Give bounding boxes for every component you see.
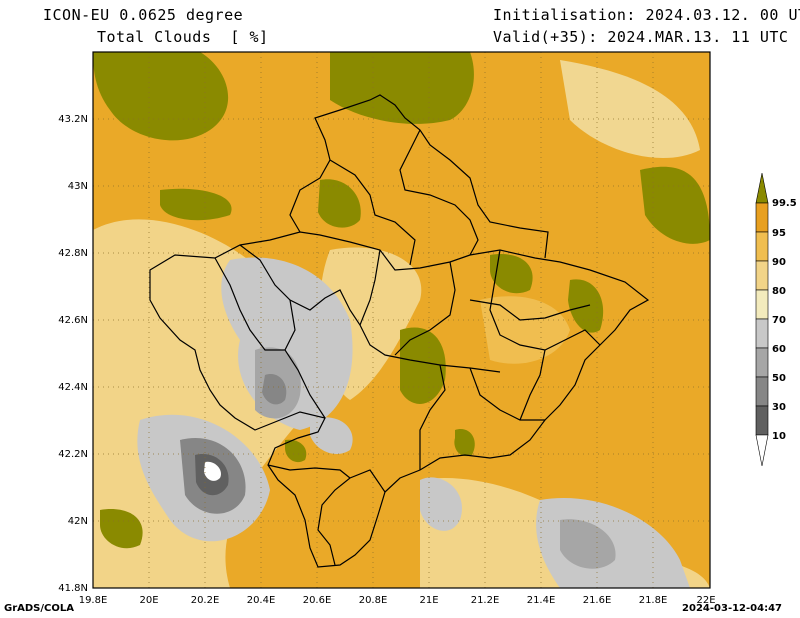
colorbar-label: 95 xyxy=(772,228,786,239)
lat-tick: 42.2N xyxy=(58,449,88,460)
colorbar-swatch xyxy=(755,231,769,262)
colorbar-label: 80 xyxy=(772,286,786,297)
model-title: ICON-EU 0.0625 degree xyxy=(43,6,244,24)
render-timestamp: 2024-03-12-04:47 xyxy=(682,603,782,614)
colorbar-label: 90 xyxy=(772,257,786,268)
lon-tick: 20.6E xyxy=(303,595,332,606)
lat-tick: 42N xyxy=(68,516,88,527)
colorbar-label: 10 xyxy=(772,431,786,442)
lon-tick: 22E xyxy=(696,595,715,606)
admin-borders xyxy=(149,94,650,568)
colorbar-label: 30 xyxy=(772,402,786,413)
map-frame xyxy=(92,51,711,589)
colorbar-labels: 99.5 95 90 80 70 60 50 30 10 xyxy=(772,198,797,442)
credit-label: GrADS/COLA xyxy=(4,603,74,614)
lon-tick: 19.8E xyxy=(79,595,108,606)
variable-title: Total Clouds [ %] xyxy=(97,28,269,46)
lat-tick: 42.6N xyxy=(58,315,88,326)
lat-tick: 42.8N xyxy=(58,248,88,259)
colorbar-label: 99.5 xyxy=(772,198,797,209)
colorbar-top-arrow xyxy=(755,172,769,204)
colorbar-swatch xyxy=(755,318,769,349)
lon-tick: 21.8E xyxy=(639,595,668,606)
lat-axis: 41.8N 42N 42.2N 42.4N 42.6N 42.8N 43N 43… xyxy=(58,114,88,594)
lon-tick: 21E xyxy=(419,595,438,606)
colorbar-swatch xyxy=(755,289,769,320)
lon-tick: 20.8E xyxy=(359,595,388,606)
colorbar xyxy=(755,172,769,467)
colorbar-swatch xyxy=(755,405,769,436)
lat-tick: 42.4N xyxy=(58,382,88,393)
init-time: Initialisation: 2024.03.12. 00 UTC xyxy=(493,6,800,24)
colorbar-swatch xyxy=(755,260,769,291)
lon-tick: 20.2E xyxy=(191,595,220,606)
lon-tick: 21.2E xyxy=(471,595,500,606)
lon-tick: 20E xyxy=(139,595,158,606)
lon-tick: 21.4E xyxy=(527,595,556,606)
cloud-field xyxy=(93,52,710,588)
colorbar-label: 70 xyxy=(772,315,786,326)
colorbar-swatch xyxy=(755,347,769,378)
colorbar-swatch xyxy=(755,376,769,407)
colorbar-swatch xyxy=(755,202,769,233)
lat-tick: 43N xyxy=(68,181,88,192)
valid-time: Valid(+35): 2024.MAR.13. 11 UTC xyxy=(493,28,789,46)
colorbar-bottom-arrow xyxy=(755,434,769,467)
colorbar-label: 60 xyxy=(772,344,786,355)
lat-tick: 41.8N xyxy=(58,583,88,594)
lon-tick: 20.4E xyxy=(247,595,276,606)
colorbar-label: 50 xyxy=(772,373,786,384)
lon-tick: 21.6E xyxy=(583,595,612,606)
lon-axis: 19.8E 20E 20.2E 20.4E 20.6E 20.8E 21E 21… xyxy=(79,595,716,606)
lat-tick: 43.2N xyxy=(58,114,88,125)
